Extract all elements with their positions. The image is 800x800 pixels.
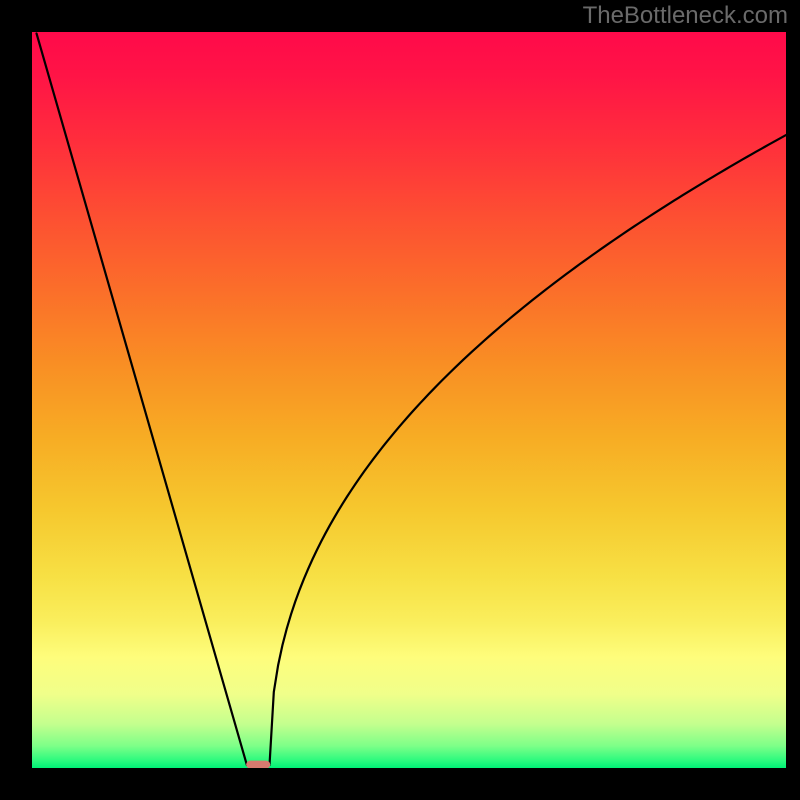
- watermark-text: TheBottleneck.com: [583, 2, 788, 30]
- plot-area: [32, 32, 786, 768]
- bottleneck-curve: [32, 32, 786, 768]
